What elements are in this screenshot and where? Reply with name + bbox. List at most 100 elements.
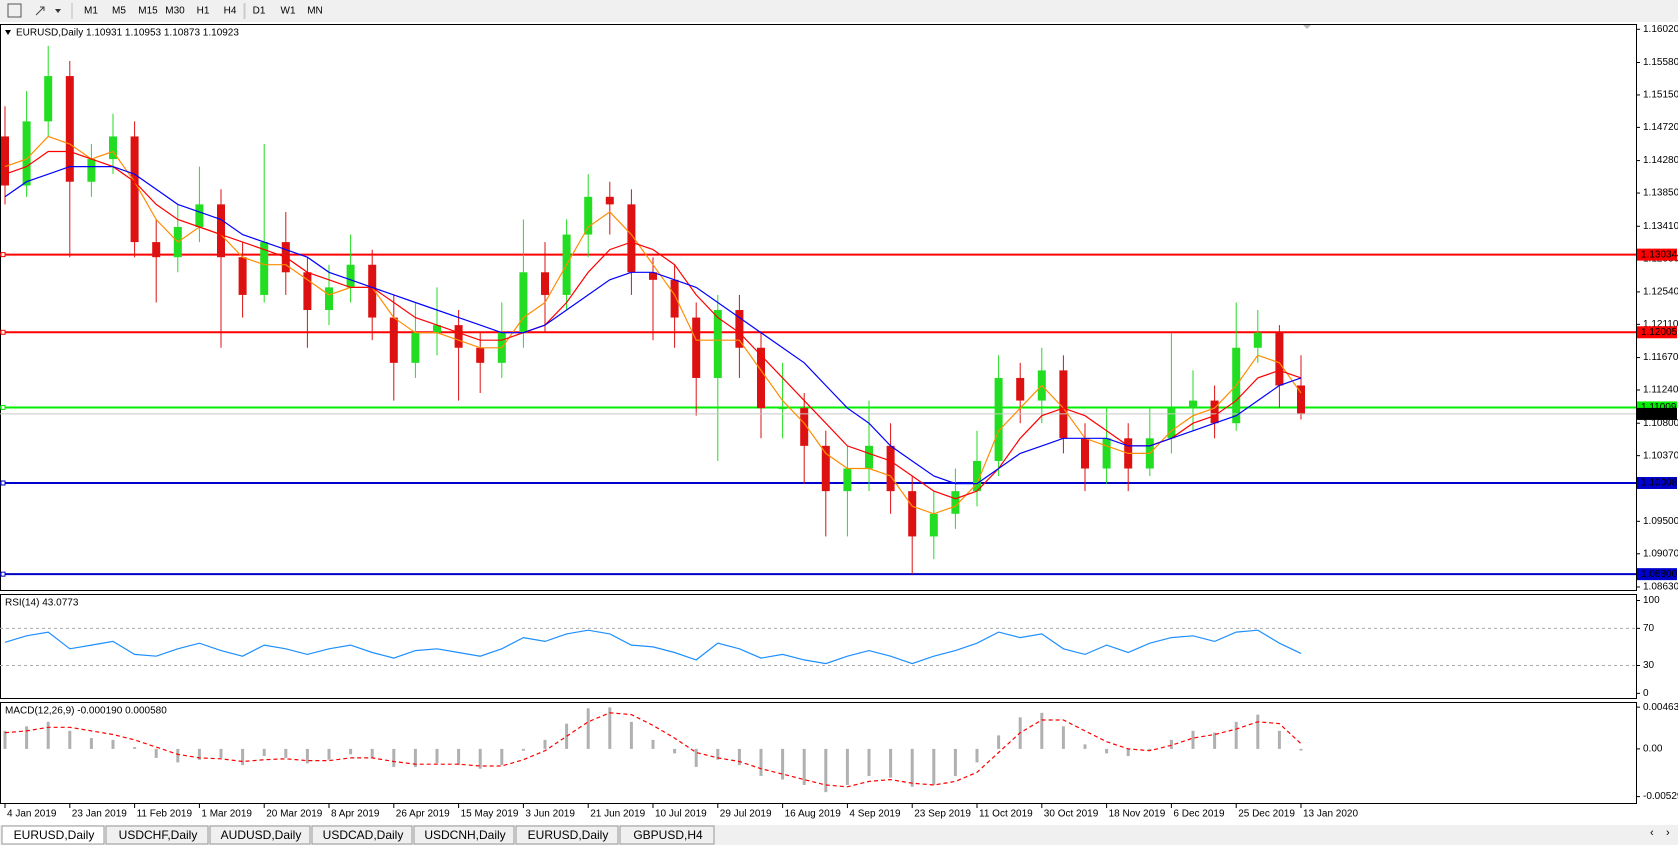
y-tick-label: 0.00 (1643, 744, 1663, 755)
candle-body (65, 76, 74, 182)
candle-body (994, 377, 1003, 461)
timeframe-button[interactable]: M30 (165, 6, 185, 17)
y-tick-label: 1.10370 (1643, 450, 1678, 461)
macd-bar (737, 748, 741, 766)
macd-bar (1040, 712, 1044, 749)
y-tick-label: 1.11240 (1643, 385, 1678, 396)
y-tick-label: 1.12540 (1643, 287, 1678, 298)
candle-body (130, 136, 139, 243)
macd-bar (953, 748, 957, 776)
timeframe-button[interactable]: D1 (253, 6, 266, 17)
chart-tab[interactable] (619, 825, 715, 845)
level-label: 1.10008 (1641, 478, 1678, 489)
chart-tab-label[interactable]: EURUSD,Daily (528, 828, 609, 842)
candle-body (670, 279, 679, 318)
chart-tab-label[interactable]: GBPUSD,H4 (633, 828, 703, 842)
candle-body (368, 264, 377, 318)
candle-body (346, 264, 355, 288)
timeframe-button[interactable]: M5 (112, 6, 126, 17)
current-price-label: 1.10923 (1641, 409, 1678, 420)
level-marker (0, 404, 6, 410)
chart-tab-label[interactable]: EURUSD,Daily (14, 828, 95, 842)
y-tick-label: -0.00529 (1643, 791, 1678, 802)
moving-average (4, 150, 1302, 500)
timeframe-button[interactable]: H4 (224, 6, 237, 17)
candle-body (692, 317, 701, 378)
x-tick-label: 8 Apr 2019 (331, 809, 380, 820)
macd-bar (133, 747, 137, 749)
x-tick-label: 20 Mar 2019 (266, 809, 323, 820)
chart-tab-label[interactable]: USDCAD,Daily (323, 828, 404, 842)
level-label: 1.08800 (1641, 569, 1678, 580)
timeframe-button[interactable]: M15 (138, 6, 158, 17)
toolbar-icon[interactable] (7, 3, 22, 18)
macd-bar (867, 748, 871, 776)
candle-body (713, 310, 722, 378)
y-tick-label: 1.14720 (1643, 122, 1678, 133)
timeframe-button[interactable]: MN (307, 6, 323, 17)
y-tick-label: 1.13410 (1643, 221, 1678, 232)
panel-frame (0, 594, 1637, 699)
candle-body (109, 136, 117, 160)
macd-bar (392, 748, 396, 767)
candle-body (649, 272, 657, 280)
chart-tab-label[interactable]: USDCHF,Daily (119, 828, 198, 842)
panel-frame (0, 24, 1637, 591)
collapse-arrow[interactable] (5, 30, 11, 35)
dropdown-arrow[interactable] (55, 9, 61, 13)
chart-tab-label[interactable]: USDCNH,Daily (424, 828, 505, 842)
candle-body (152, 242, 161, 258)
y-tick-label: 0 (1643, 688, 1649, 699)
panel-title: MACD(12,26,9) -0.000190 0.000580 (5, 706, 167, 717)
chart-tab[interactable] (105, 825, 209, 845)
macd-bar (219, 748, 223, 758)
timeframe-button[interactable]: W1 (281, 6, 296, 17)
y-tick-label: 1.13850 (1643, 188, 1678, 199)
scroll-right[interactable]: › (1666, 827, 1670, 839)
chart-tab[interactable] (413, 825, 515, 845)
macd-bar (759, 748, 763, 776)
toolbar-icon[interactable] (35, 6, 45, 16)
scroll-left[interactable]: ‹ (1650, 827, 1654, 839)
y-tick-label: 1.16020 (1643, 24, 1678, 35)
candle-body (1210, 400, 1219, 424)
x-tick-label: 1 Mar 2019 (201, 809, 252, 820)
chart-tab[interactable] (209, 825, 311, 845)
chart-tab[interactable] (1, 825, 105, 845)
candle-body (238, 257, 247, 295)
chart-tab-label[interactable]: AUDUSD,Daily (221, 828, 302, 842)
candle-body (843, 468, 852, 492)
candle-body (195, 204, 204, 228)
macd-bar (305, 748, 309, 764)
candle-body (217, 204, 225, 258)
candle-body (87, 159, 96, 182)
level-label-box (1637, 326, 1677, 339)
macd-bar (284, 748, 288, 758)
macd-bar (197, 748, 201, 760)
x-tick-label: 4 Sep 2019 (849, 809, 901, 820)
candle-body (325, 287, 333, 311)
indicator-line (4, 712, 1302, 788)
timeframe-button[interactable]: H1 (197, 6, 210, 17)
candle-body (303, 272, 312, 311)
level-marker (0, 329, 6, 335)
candle-body (605, 196, 614, 205)
x-tick-label: 26 Apr 2019 (396, 809, 450, 820)
y-tick-label: 70 (1643, 623, 1655, 634)
chart-tab[interactable] (515, 825, 619, 845)
timeframe-button[interactable]: M1 (84, 6, 98, 17)
x-tick-label: 6 Dec 2019 (1173, 809, 1225, 820)
macd-bar (824, 748, 828, 793)
macd-bar (673, 748, 677, 754)
chart-tab[interactable] (311, 825, 413, 845)
candle-body (1189, 400, 1197, 409)
panel-title: EURUSD,Daily 1.10931 1.10953 1.10873 1.1… (16, 28, 239, 39)
macd-bar (413, 748, 417, 767)
macd-bar (543, 739, 547, 749)
candle-body (22, 121, 31, 186)
x-tick-label: 4 Jan 2019 (7, 809, 57, 820)
macd-bar (1213, 732, 1217, 749)
y-tick-label: 1.09070 (1643, 548, 1678, 559)
